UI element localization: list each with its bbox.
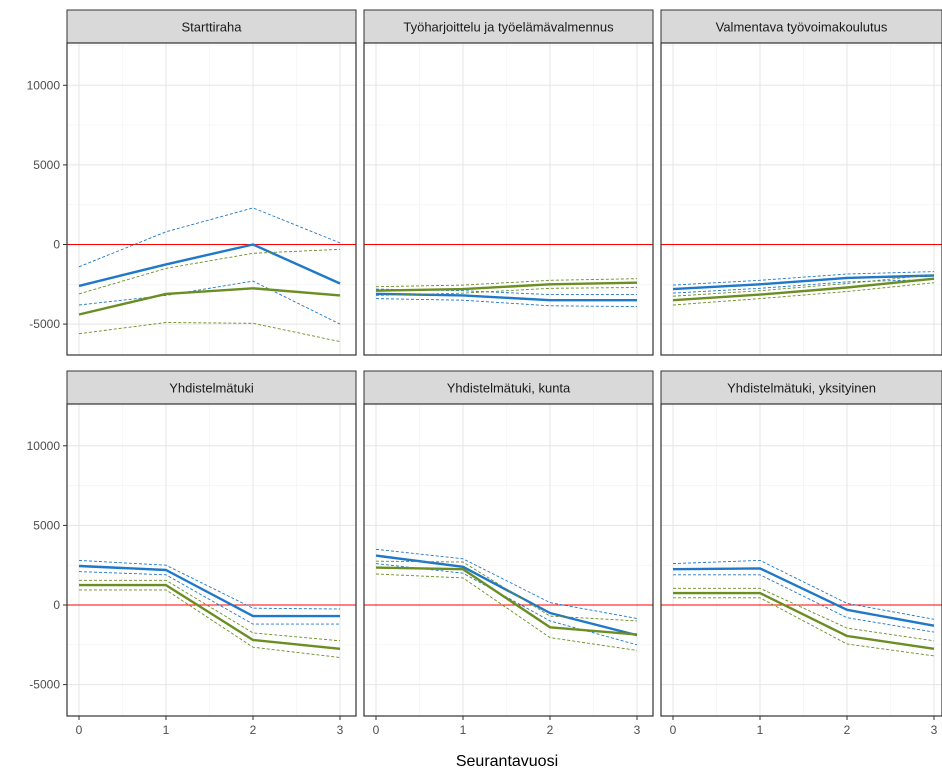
plot-background xyxy=(67,404,356,716)
x-tick-label: 2 xyxy=(547,723,554,737)
x-tick-label: 1 xyxy=(163,723,170,737)
panel-border xyxy=(66,42,357,356)
series-line xyxy=(78,564,340,618)
facet-title: Valmentava työvoimakoulutus xyxy=(716,20,888,35)
facet-title: Työharjoittelu ja työelämävalmennus xyxy=(403,20,614,35)
x-tick-label: 0 xyxy=(670,723,677,737)
facet-panel: Yhdistelmätuki, yksityinen xyxy=(660,370,942,717)
panel-border xyxy=(66,403,357,717)
facet-title: Yhdistelmätuki, kunta xyxy=(447,381,571,396)
ci-upper-line xyxy=(78,559,341,610)
plot-area xyxy=(67,43,356,355)
ci-lower-line xyxy=(672,279,935,294)
plot-background xyxy=(661,43,942,355)
ci-upper-line xyxy=(375,288,637,296)
series-line xyxy=(375,566,638,636)
x-tick-label: 1 xyxy=(460,723,467,737)
series-line xyxy=(672,277,935,302)
plot-background xyxy=(67,43,356,355)
y-tick-label: 5000 xyxy=(33,158,60,172)
plot-area xyxy=(661,43,942,355)
plot-background xyxy=(661,404,942,716)
facet-panel: Yhdistelmätuki xyxy=(66,370,357,717)
series-line xyxy=(672,567,935,627)
x-tick-label: 2 xyxy=(844,723,851,737)
series-line xyxy=(78,287,341,316)
ci-upper-line xyxy=(673,587,935,642)
facet-panel: Työharjoittelu ja työelämävalmennus xyxy=(363,9,654,356)
ci-upper-line xyxy=(78,207,341,268)
plot-background xyxy=(364,43,653,355)
series-line xyxy=(78,243,341,288)
ci-upper-line xyxy=(672,271,935,286)
series-line xyxy=(79,583,341,650)
ci-lower-line xyxy=(78,322,341,343)
x-axis-title: Seurantavuosi xyxy=(456,753,558,770)
ci-upper-line xyxy=(672,274,935,297)
ci-upper-line xyxy=(78,248,341,295)
ci-lower-line xyxy=(78,571,340,625)
facet-strip xyxy=(363,370,654,405)
x-tick-label: 0 xyxy=(76,723,83,737)
facet-panel: Valmentava työvoimakoulutus xyxy=(660,9,942,356)
facet-title: Yhdistelmätuki xyxy=(169,381,254,396)
ci-lower-line xyxy=(672,282,935,306)
ci-lower-line xyxy=(673,574,935,633)
plot-area xyxy=(661,404,942,716)
ci-upper-line xyxy=(375,548,638,619)
x-tick-label: 3 xyxy=(931,723,938,737)
panel-border xyxy=(363,42,654,356)
facet-panel: Starttiraha xyxy=(66,9,357,356)
facet-title: Yhdistelmätuki, yksityinen xyxy=(727,381,876,396)
ci-lower-line xyxy=(78,280,341,325)
y-tick-label: -5000 xyxy=(29,317,60,331)
series-line xyxy=(672,274,935,291)
plot-area xyxy=(364,404,653,716)
plot-area xyxy=(364,43,653,355)
facet-title: Starttiraha xyxy=(182,20,243,35)
y-tick-label: 0 xyxy=(53,598,60,612)
x-tick-label: 2 xyxy=(250,723,257,737)
panel-border xyxy=(363,403,654,717)
y-tick-label: 5000 xyxy=(33,518,60,532)
x-tick-label: 3 xyxy=(337,723,344,737)
ci-upper-line xyxy=(672,559,935,620)
x-tick-label: 3 xyxy=(634,723,641,737)
panel-border xyxy=(660,42,942,356)
ci-upper-line xyxy=(79,579,341,642)
ci-lower-line xyxy=(673,597,935,657)
y-tick-label: 0 xyxy=(53,238,60,252)
ci-lower-line xyxy=(375,573,638,651)
ci-lower-line xyxy=(375,298,638,308)
ci-upper-line xyxy=(375,278,638,288)
facet-panel: Yhdistelmätuki, kunta xyxy=(363,370,654,717)
y-tick-label: -5000 xyxy=(29,678,60,692)
series-line xyxy=(375,554,638,637)
panel-border xyxy=(660,403,942,717)
y-axis: -5000 0 5000 10000 -5000 0 5000 10000 xyxy=(27,78,67,692)
ci-lower-line xyxy=(375,287,638,296)
plot-area xyxy=(67,404,356,716)
x-tick-label: 0 xyxy=(373,723,380,737)
x-axis: 0 1 2 3 0 1 2 3 0 1 2 3 xyxy=(76,716,938,737)
series-line xyxy=(375,292,637,302)
x-tick-label: 1 xyxy=(757,723,764,737)
series-line xyxy=(375,281,638,292)
series-line xyxy=(673,591,935,650)
facet-strip xyxy=(66,9,357,44)
panels-layer: Starttiraha Työharjoittelu ja työelämäval… xyxy=(66,9,942,717)
y-tick-label: 10000 xyxy=(27,439,61,453)
y-tick-label: 10000 xyxy=(27,78,61,92)
facet-strip xyxy=(363,9,654,44)
facet-strip xyxy=(660,9,942,44)
